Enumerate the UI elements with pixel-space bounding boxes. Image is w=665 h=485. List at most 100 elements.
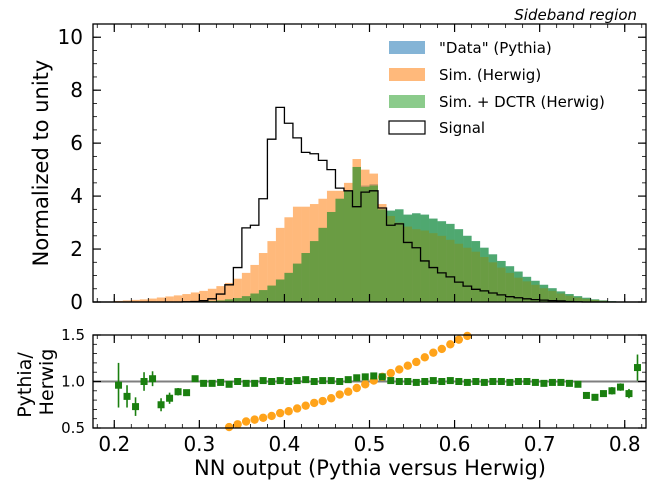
bar-sim-herwig-4 <box>122 300 132 302</box>
bar-sim-herwig-18 <box>241 272 251 302</box>
bar-sim-dctr-herwig-37 <box>403 214 413 302</box>
bar-sim-dctr-herwig-59 <box>590 299 600 302</box>
ratio-point-herwig-20 <box>395 365 404 374</box>
bar-sim-dctr-herwig-60 <box>599 300 608 302</box>
legend-label-herwig: Sim. (Herwig) <box>439 66 541 84</box>
ratio-point-herwig-14 <box>344 387 353 396</box>
ratio-point-dctr-12 <box>217 378 225 386</box>
ratio-point-dctr-29 <box>361 373 369 381</box>
ratio-point-dctr-40 <box>455 378 463 385</box>
main-y-axis-label: Normalized to unity <box>29 60 53 267</box>
ratio-point-herwig-3 <box>250 415 259 424</box>
main-y-tick-label-4: 8 <box>70 78 83 102</box>
ratio-point-dctr-4 <box>149 375 157 383</box>
ratio-point-herwig-27 <box>454 335 464 344</box>
legend-swatch-signal <box>388 120 426 135</box>
bar-sim-dctr-herwig-17 <box>233 298 242 302</box>
ratio-y-axis-label-line1: Pythia/ <box>14 352 36 418</box>
bar-sim-dctr-herwig-29 <box>335 198 344 302</box>
bar-sim-dctr-herwig-27 <box>318 227 327 302</box>
legend-label-signal: Signal <box>439 119 485 137</box>
ratio-point-dctr-1 <box>123 392 131 400</box>
ratio-point-dctr-26 <box>336 378 344 385</box>
ratio-point-dctr-30 <box>370 372 378 380</box>
main-y-tick-label-2: 4 <box>70 184 83 208</box>
x-tick-label-6: 0.8 <box>609 432 641 456</box>
bar-sim-dctr-herwig-40 <box>429 218 438 302</box>
bar-sim-dctr-herwig-57 <box>573 296 583 302</box>
ratio-point-dctr-27 <box>344 376 352 384</box>
legend-swatch-herwig <box>389 68 425 81</box>
bar-sim-herwig-12 <box>190 292 200 302</box>
ratio-point-dctr-47 <box>514 378 522 385</box>
ratio-point-dctr-32 <box>387 377 395 385</box>
bar-sim-herwig-10 <box>173 295 183 302</box>
ratio-point-dctr-9 <box>191 375 199 383</box>
ratio-point-dctr-55 <box>582 391 590 399</box>
ratio-point-dctr-51 <box>548 378 556 386</box>
ratio-point-dctr-28 <box>353 374 361 382</box>
ratio-point-herwig-2 <box>241 417 251 426</box>
bar-sim-dctr-herwig-33 <box>369 185 379 302</box>
ratio-point-herwig-25 <box>437 344 447 354</box>
bar-sim-herwig-22 <box>275 227 285 302</box>
ratio-point-herwig-11 <box>318 396 327 406</box>
bar-sim-dctr-herwig-39 <box>420 214 430 302</box>
ratio-point-dctr-53 <box>565 379 573 387</box>
bar-sim-dctr-herwig-53 <box>539 284 549 302</box>
bar-sim-dctr-herwig-48 <box>497 260 506 302</box>
ratio-point-dctr-46 <box>506 378 514 386</box>
bar-sim-herwig-11 <box>182 294 191 302</box>
x-axis-label: NN output (Pythia versus Herwig) <box>194 456 546 480</box>
main-y-tick-label-5: 10 <box>58 25 83 49</box>
ratio-point-herwig-0 <box>224 422 234 432</box>
ratio-point-dctr-14 <box>234 378 242 385</box>
ratio-point-dctr-42 <box>472 378 480 385</box>
main-y-tick-label-0: 0 <box>70 290 83 314</box>
x-tick-label-4: 0.6 <box>439 432 471 456</box>
bar-sim-dctr-herwig-36 <box>395 209 404 302</box>
x-tick-label-1: 0.3 <box>183 432 215 456</box>
main-y-tick-label-1: 2 <box>70 237 83 261</box>
ratio-point-dctr-5 <box>157 401 165 409</box>
ratio-points <box>115 331 641 432</box>
ratio-point-dctr-58 <box>608 387 616 395</box>
bar-sim-dctr-herwig-24 <box>292 263 302 302</box>
bar-sim-herwig-16 <box>224 282 234 302</box>
ratio-point-dctr-48 <box>523 378 531 385</box>
ratio-point-dctr-41 <box>463 378 471 386</box>
bar-sim-herwig-23 <box>284 217 293 302</box>
ratio-point-herwig-28 <box>463 331 472 341</box>
bar-sim-dctr-herwig-58 <box>582 297 591 302</box>
bar-sim-herwig-13 <box>199 290 208 302</box>
ratio-y-tick-label-1: 1.0 <box>61 373 85 391</box>
legend-label-dctr: Sim. + DCTR (Herwig) <box>439 93 605 111</box>
ratio-point-herwig-22 <box>412 357 421 367</box>
ratio-point-herwig-5 <box>267 411 276 421</box>
bar-sim-dctr-herwig-42 <box>446 223 455 302</box>
bar-sim-dctr-herwig-31 <box>352 166 361 302</box>
bar-sim-dctr-herwig-52 <box>531 280 540 302</box>
bar-sim-herwig-14 <box>207 288 217 302</box>
ratio-point-herwig-15 <box>352 383 361 393</box>
ratio-point-dctr-21 <box>293 377 301 385</box>
ratio-panel: 0.5 1.0 1.5 0.2 0.3 0.4 0.5 0.6 0.7 0.8 Pythia/ … <box>14 326 647 480</box>
bar-sim-dctr-herwig-32 <box>360 186 370 302</box>
bar-sim-dctr-herwig-38 <box>412 213 421 302</box>
ratio-y-tick-label-0: 0.5 <box>61 419 85 437</box>
ratio-point-dctr-8 <box>183 389 191 397</box>
ratio-y-axis-label-line2: Herwig <box>36 349 58 416</box>
ratio-point-dctr-57 <box>599 390 607 398</box>
bar-sim-herwig-5 <box>131 299 140 302</box>
ratio-point-herwig-26 <box>446 340 455 349</box>
bar-sim-dctr-herwig-56 <box>565 294 574 302</box>
ratio-y-tick-label-2: 1.5 <box>61 326 85 344</box>
ratio-point-dctr-39 <box>446 377 454 385</box>
ratio-point-dctr-15 <box>242 379 250 387</box>
bar-sim-herwig-19 <box>250 264 259 302</box>
bar-sim-herwig-17 <box>233 278 242 302</box>
bar-sim-dctr-herwig-45 <box>471 241 481 302</box>
bar-sim-dctr-herwig-26 <box>309 241 319 302</box>
bar-sim-dctr-herwig-35 <box>386 210 396 302</box>
